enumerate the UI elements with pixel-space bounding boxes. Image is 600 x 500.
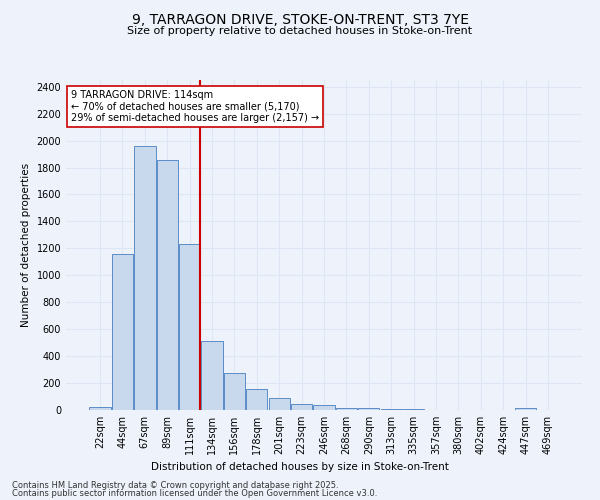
Text: 9, TARRAGON DRIVE, STOKE-ON-TRENT, ST3 7YE: 9, TARRAGON DRIVE, STOKE-ON-TRENT, ST3 7… — [131, 12, 469, 26]
Y-axis label: Number of detached properties: Number of detached properties — [21, 163, 31, 327]
Text: Distribution of detached houses by size in Stoke-on-Trent: Distribution of detached houses by size … — [151, 462, 449, 472]
Text: Contains HM Land Registry data © Crown copyright and database right 2025.: Contains HM Land Registry data © Crown c… — [12, 481, 338, 490]
Bar — [358, 408, 379, 410]
Bar — [515, 408, 536, 410]
Text: Contains public sector information licensed under the Open Government Licence v3: Contains public sector information licen… — [12, 489, 377, 498]
Bar — [269, 398, 290, 410]
Bar — [157, 160, 178, 410]
Bar — [179, 244, 200, 410]
Bar — [291, 404, 312, 410]
Bar — [89, 406, 111, 410]
Bar — [246, 389, 268, 410]
Text: 9 TARRAGON DRIVE: 114sqm
← 70% of detached houses are smaller (5,170)
29% of sem: 9 TARRAGON DRIVE: 114sqm ← 70% of detach… — [71, 90, 319, 123]
Text: Size of property relative to detached houses in Stoke-on-Trent: Size of property relative to detached ho… — [127, 26, 473, 36]
Bar — [313, 404, 335, 410]
Bar — [202, 340, 223, 410]
Bar — [224, 373, 245, 410]
Bar — [112, 254, 133, 410]
Bar — [336, 408, 357, 410]
Bar — [134, 146, 155, 410]
Bar — [380, 409, 402, 410]
